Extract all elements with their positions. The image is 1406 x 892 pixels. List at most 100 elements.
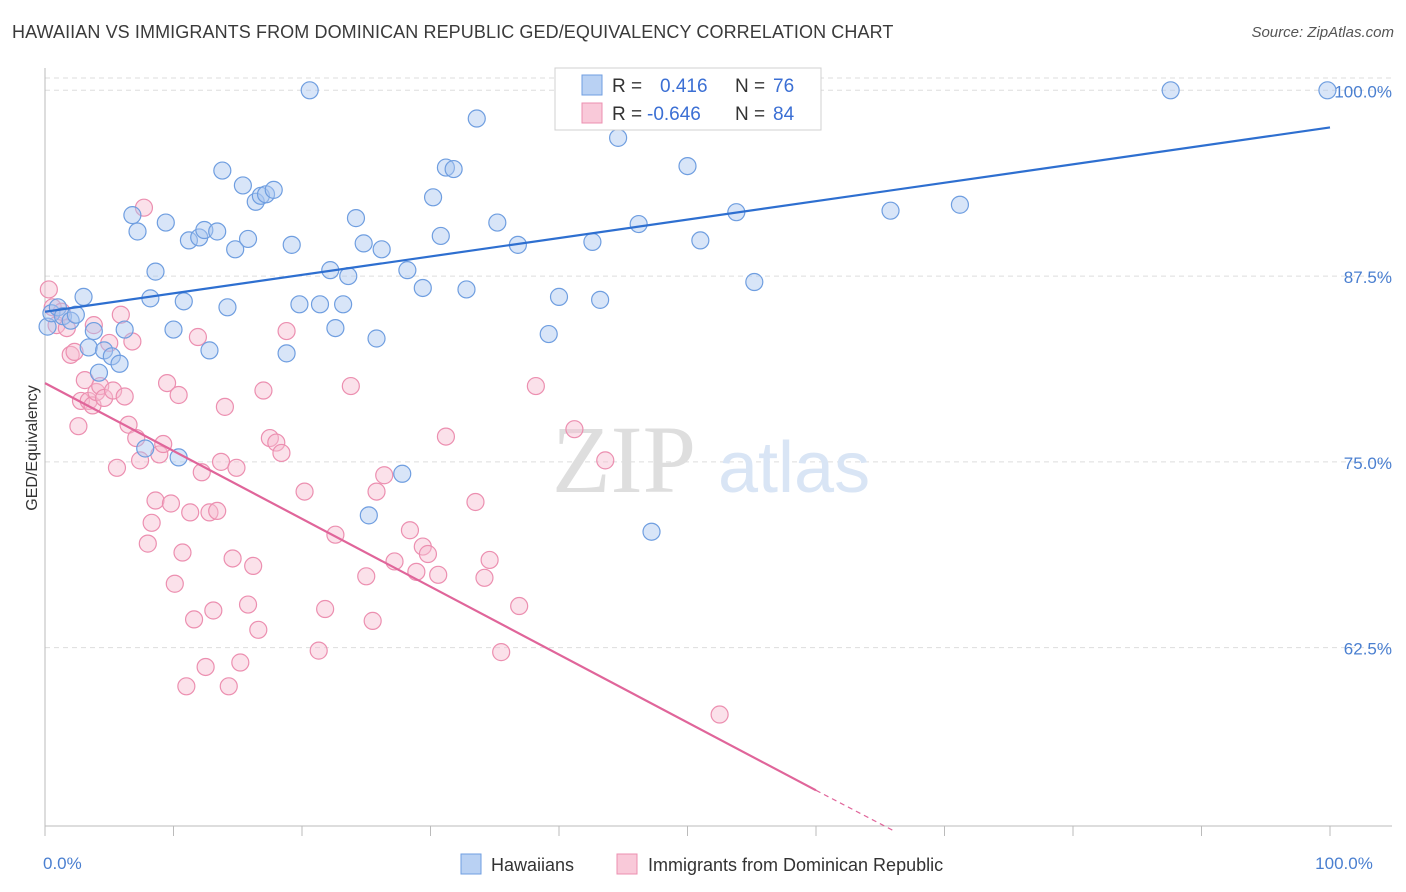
series-blue-point-65: [591, 290, 610, 309]
series-pink-point-61: [341, 376, 360, 396]
x-tick-label-1: 100.0%: [1315, 854, 1373, 873]
stats-r-value-1: 0.416: [660, 76, 708, 97]
series-blue-point-30: [226, 240, 245, 259]
series-pink-point-67: [407, 562, 426, 581]
trend-line-dominican-extension: [815, 789, 894, 831]
series-blue-point-50: [372, 240, 391, 259]
x-tick-label-0: 0.0%: [43, 854, 82, 873]
series-pink-point-62: [357, 567, 376, 586]
series-blue-point-76: [1161, 81, 1180, 100]
series-blue-point-54: [423, 188, 443, 207]
legend-label-hawaiians: Hawaiians: [491, 855, 574, 875]
legend-label-dominican: Immigrants from Dominican Republic: [648, 855, 943, 875]
stats-n-value-1: 76: [773, 76, 794, 97]
axes: [44, 68, 1392, 827]
series-blue-point-23: [179, 231, 199, 250]
series-blue-point-55: [431, 226, 450, 246]
series-pink-point-71: [436, 427, 456, 446]
series-pink-point-77: [526, 376, 545, 396]
series-blue-point-40: [300, 81, 319, 100]
series-blue-point-31: [233, 176, 252, 195]
series-blue-point-53: [413, 278, 432, 298]
series-pink-point-38: [188, 327, 208, 347]
series-blue-point-39: [290, 295, 309, 314]
series-blue-point-44: [334, 295, 353, 314]
series-blue-point-29: [218, 298, 237, 317]
series-blue-point-20: [164, 320, 183, 339]
series-pink-point-30: [157, 373, 177, 393]
series-pink-point-42: [204, 601, 223, 620]
series-blue-point-57: [444, 159, 463, 179]
series-blue-point-59: [467, 109, 486, 128]
series-blue-point-66: [609, 128, 628, 147]
series-pink-point-63: [363, 611, 382, 630]
stats-r-value-2: -0.646: [647, 104, 701, 125]
series-pink-point-50: [238, 595, 258, 614]
series-blue-point-75: [950, 195, 970, 214]
series-pink-point-26: [142, 513, 161, 532]
stats-n-label-2: N =: [735, 104, 765, 125]
series-blue-point-74: [881, 201, 900, 220]
series-blue-point-14: [123, 206, 142, 225]
series-blue-point-41: [310, 295, 330, 314]
series-pink-point-19: [115, 387, 134, 406]
y-tick-label-0: 100.0%: [1334, 82, 1392, 101]
series-blue-point-68: [642, 522, 661, 541]
series-blue-point-77: [1318, 81, 1337, 100]
series-pink-point-70: [429, 565, 448, 584]
stats-r-label-2: R =: [612, 104, 642, 125]
series-pink-point-69: [418, 544, 438, 564]
series-blue-point-22: [174, 292, 193, 311]
stats-swatch-pink: [581, 102, 603, 124]
series-pink-point-29: [154, 434, 173, 454]
series-blue-point-18: [146, 262, 165, 281]
series-blue-point-51: [393, 464, 412, 483]
series-pink-point-55: [267, 433, 286, 452]
series-pink-point-32: [165, 574, 184, 593]
series-pink-point-0: [39, 280, 58, 299]
series-pink-point-58: [309, 641, 328, 660]
series-pink-point-52: [249, 620, 268, 639]
series-blue-point-0: [38, 317, 57, 336]
series-pink-point-6: [65, 342, 84, 361]
source-credit: Source: ZipAtlas.com: [1251, 24, 1394, 41]
series-pink-point-74: [480, 550, 499, 570]
trend-line-dominican: [44, 382, 817, 792]
series-pink-point-9: [75, 371, 94, 390]
series-pink-point-47: [223, 549, 242, 568]
series-pink-point-7: [69, 417, 88, 436]
series-pink-point-41: [200, 503, 219, 522]
series-pink-point-51: [244, 556, 263, 576]
series-blue-point-67: [629, 214, 648, 234]
series-blue-point-73: [745, 272, 764, 292]
series-blue-point-46: [346, 209, 366, 228]
series-pink-point-49: [231, 653, 250, 672]
y-tick-label-3: 62.5%: [1344, 640, 1392, 659]
series-pink-point-79: [596, 451, 615, 470]
series-pink-point-76: [510, 596, 529, 616]
series-blue-point-37: [277, 344, 296, 363]
series-blue-point-8: [84, 321, 103, 341]
series-dominican-republic: [39, 198, 729, 724]
series-blue-point-7: [79, 338, 98, 357]
series-blue-point-71: [691, 231, 710, 250]
watermark: ZIP atlas: [552, 406, 870, 513]
series-blue-point-47: [354, 234, 373, 253]
y-tick-labels: 100.0% 87.5% 75.0% 62.5%: [1334, 82, 1392, 658]
series-blue-point-43: [326, 318, 345, 338]
series-hawaiians: [38, 81, 1337, 541]
series-blue-point-64: [583, 232, 602, 251]
stats-box: R = 0.416 N = 76 R = -0.646 N = 84: [554, 67, 822, 131]
series-pink-point-72: [466, 492, 485, 512]
series-pink-point-17: [107, 458, 127, 477]
series-blue-point-52: [398, 261, 417, 280]
legend-swatch-hawaiians: [460, 853, 482, 875]
series-blue-point-19: [156, 213, 175, 232]
series-pink-point-44: [211, 452, 231, 471]
series-pink-point-27: [146, 491, 165, 510]
x-ticks: 0.0% 100.0%: [43, 826, 1373, 873]
watermark-atlas: atlas: [718, 428, 870, 508]
series-blue-point-26: [200, 341, 219, 360]
series-pink-point-66: [400, 521, 420, 540]
